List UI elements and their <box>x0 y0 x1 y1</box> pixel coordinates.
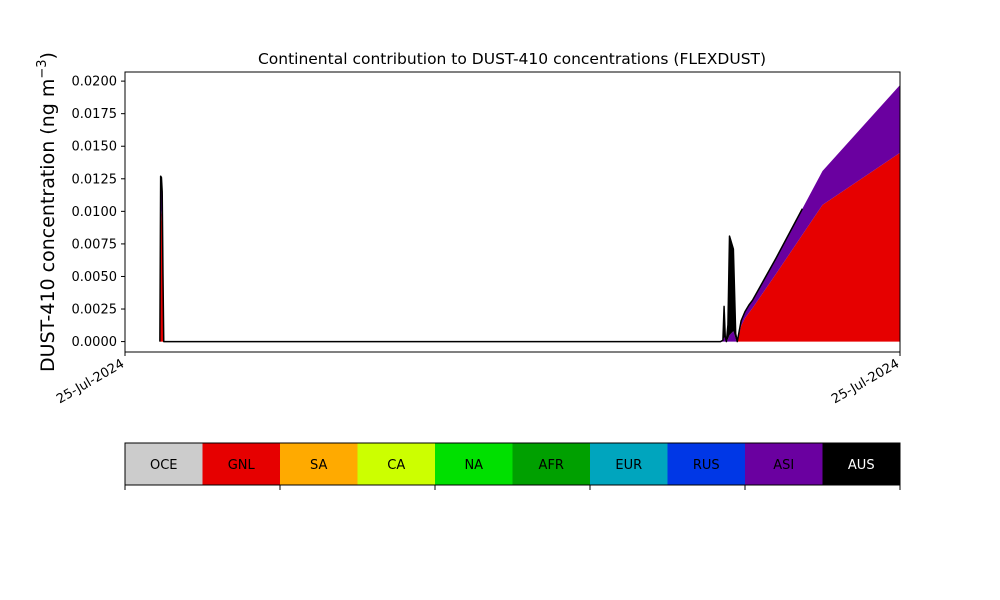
y-tick-label: 0.0175 <box>72 107 118 122</box>
colorbar-label-na: NA <box>464 458 483 473</box>
y-tick-label: 0.0000 <box>72 335 118 350</box>
x-tick-label: 25-Jul-2024 <box>54 356 127 407</box>
colorbar-swatch-oce <box>125 443 203 485</box>
colorbar-swatch-na <box>435 443 513 485</box>
colorbar-label-afr: AFR <box>539 458 564 473</box>
y-tick-label: 0.0075 <box>72 237 118 252</box>
y-axis-label-close: ) <box>37 52 59 59</box>
y-tick-label: 0.0200 <box>72 75 118 90</box>
colorbar-swatch-aus <box>822 443 901 485</box>
colorbar-label-eur: EUR <box>615 458 642 473</box>
colorbar-label-gnl: GNL <box>228 458 256 473</box>
colorbar-label-sa: SA <box>310 458 327 473</box>
y-axis: 0.0000 0.0025 0.0050 0.0075 0.0100 0.0125 0.01… <box>72 75 125 350</box>
series-layer <box>125 85 900 343</box>
x-tick-label: 25-Jul-2024 <box>829 356 902 407</box>
colorbar-swatch-gnl <box>202 443 281 485</box>
y-tick-label: 0.0050 <box>72 270 118 285</box>
y-tick-label: 0.0025 <box>72 303 118 318</box>
x-axis: 25-Jul-2024 25-Jul-2024 <box>54 352 902 407</box>
y-tick-label: 0.0125 <box>72 172 118 187</box>
y-axis-label-exponent: −3 <box>35 59 50 78</box>
y-tick-label: 0.0100 <box>72 205 118 220</box>
series-area-gnl <box>125 152 900 342</box>
y-tick-label: 0.0150 <box>72 140 118 155</box>
colorbar-swatch-eur <box>590 443 668 485</box>
colorbar-label-rus: RUS <box>693 458 720 473</box>
colorbar-label-oce: OCE <box>150 458 178 473</box>
colorbar: OCE GNL SA CA NA AFR EUR RUS ASI AUS <box>124 442 901 490</box>
colorbar-swatch-afr <box>512 443 591 485</box>
colorbar-label-asi: ASI <box>773 458 794 473</box>
y-axis-label-main: DUST-410 concentration (ng m <box>37 79 59 372</box>
colorbar-swatch-rus <box>667 443 746 485</box>
axes-frame <box>124 71 901 353</box>
chart-title: Continental contribution to DUST-410 con… <box>258 50 766 68</box>
colorbar-label-aus: AUS <box>848 458 875 473</box>
colorbar-swatch-ca <box>357 443 436 485</box>
colorbar-label-ca: CA <box>387 458 405 473</box>
y-axis-label: DUST-410 concentration (ng m−3) <box>35 52 59 372</box>
plot-area <box>124 71 901 353</box>
colorbar-swatch-asi <box>745 443 823 485</box>
total-line <box>159 175 804 343</box>
colorbar-swatch-sa <box>280 443 358 485</box>
colorbar-frame <box>124 442 901 486</box>
